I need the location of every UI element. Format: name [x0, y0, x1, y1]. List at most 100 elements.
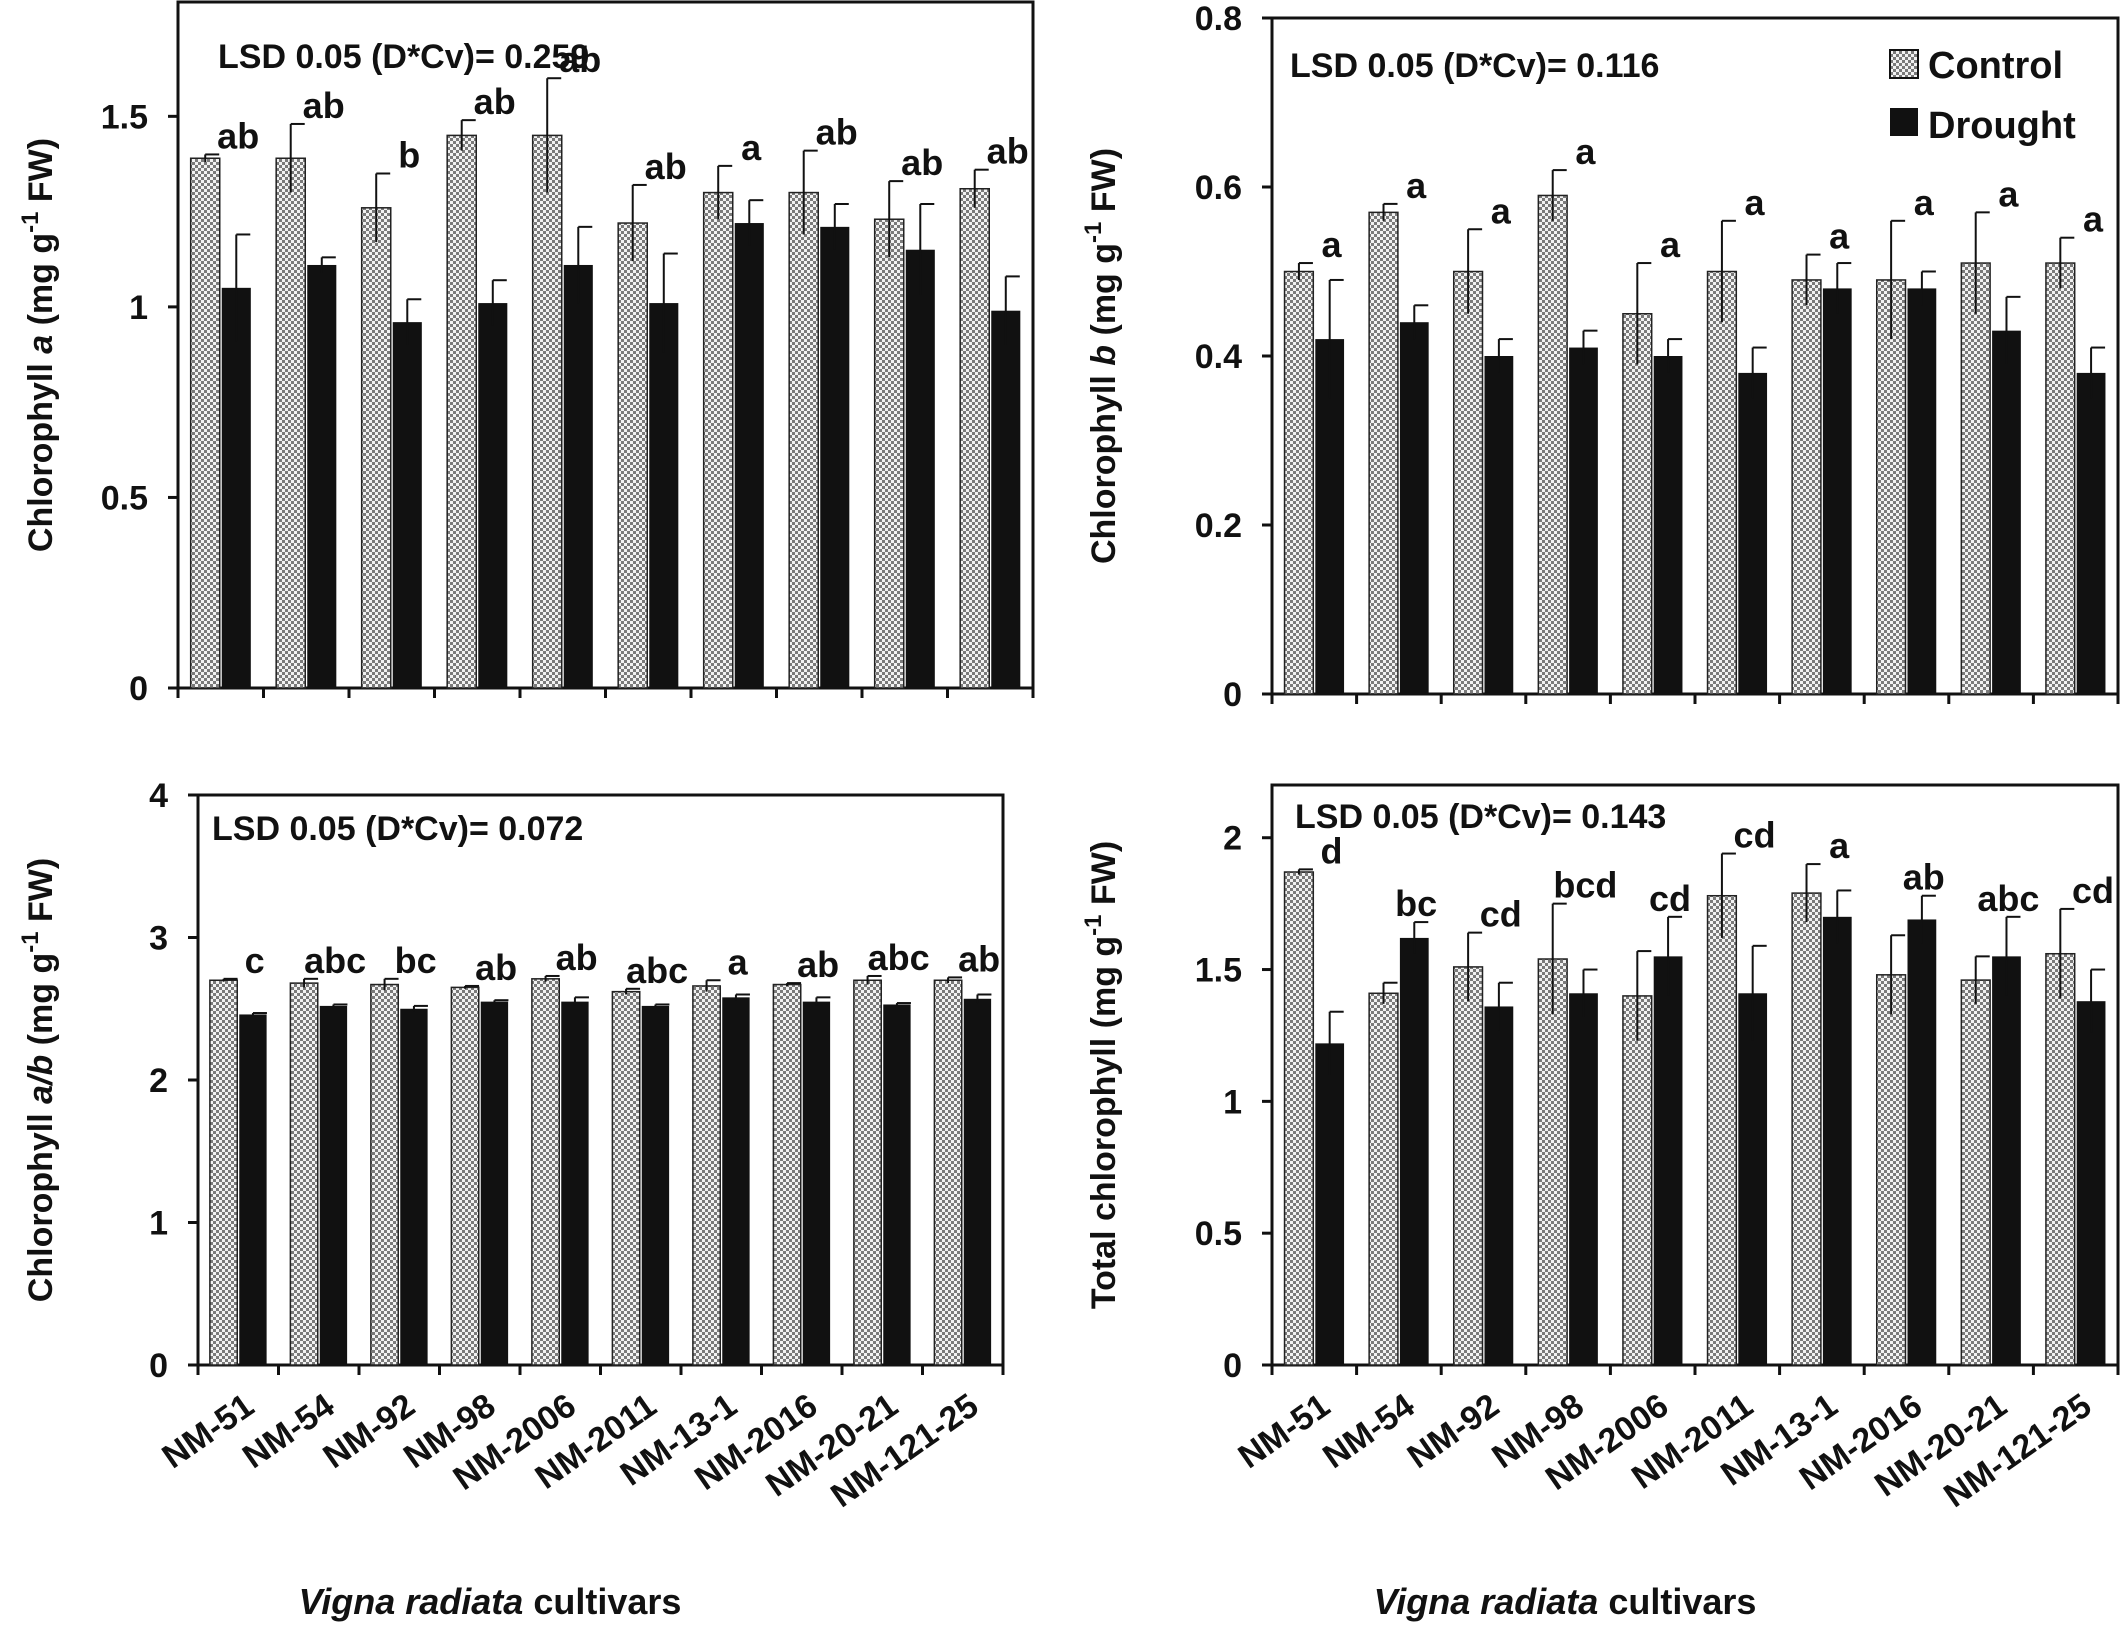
- significance-label: d: [1321, 830, 1343, 871]
- bar-drought: [1907, 919, 1937, 1365]
- x-category-label: NM-51: [155, 1386, 260, 1476]
- x-axis-title-right: Vigna radiata cultivars: [1374, 1581, 1757, 1622]
- bar-drought: [478, 303, 508, 688]
- lsd-annotation: LSD 0.05 (D*Cv)= 0.116: [1290, 47, 1659, 85]
- significance-label: a: [1998, 173, 2019, 214]
- bar-drought: [722, 997, 750, 1365]
- bar-control: [450, 986, 480, 1366]
- error-bar-drought: [654, 1003, 670, 1008]
- error-bar-drought: [1328, 1010, 1344, 1075]
- error-bar-drought: [251, 1012, 267, 1016]
- error-bar-drought: [1920, 894, 1936, 944]
- bar-drought: [1992, 956, 2021, 1365]
- significance-label: cd: [1734, 815, 1776, 856]
- bar-control: [2045, 262, 2076, 695]
- y-tick-label: 1.5: [1195, 952, 1242, 990]
- significance-label: ab: [217, 115, 259, 156]
- bar-drought: [1653, 956, 1683, 1365]
- x-category-label: NM-54: [236, 1386, 341, 1476]
- error-bar-control: [625, 987, 641, 995]
- bar-drought: [400, 1008, 428, 1365]
- legend: Control Drought: [1889, 45, 2076, 147]
- bar-control: [611, 990, 641, 1366]
- error-bar-control: [1297, 868, 1313, 875]
- error-bar-control: [204, 153, 220, 163]
- error-bar-control: [717, 164, 733, 220]
- error-bar-drought: [235, 233, 251, 342]
- legend-drought-label: Drought: [1928, 105, 2076, 147]
- significance-label: a: [2083, 199, 2104, 240]
- bar-control: [2045, 952, 2076, 1366]
- significance-label: ab: [987, 131, 1029, 172]
- chart-panel-top-right: 0 0.2 0.4 0.6 0.8 a a a a a a a a a a LSD 0.05 (D*Cv)= …: [1080, 0, 2120, 714]
- bar-drought: [1907, 288, 1937, 694]
- error-bar-drought: [748, 199, 764, 246]
- bar-control: [1283, 871, 1315, 1366]
- chart-panel-bottom-left: 01234cNM-51abcNM-54bcNM-92abNM-98abNM-20…: [17, 777, 1005, 1515]
- significance-label: abc: [1977, 878, 2039, 919]
- bar-control: [189, 157, 221, 689]
- bar-control: [1791, 279, 1822, 695]
- error-bar-drought: [1004, 275, 1020, 345]
- significance-label: ab: [559, 39, 601, 80]
- y-tick-label: 0: [1223, 1347, 1242, 1385]
- bar-drought: [1484, 1006, 1514, 1365]
- significance-label: ab: [303, 85, 345, 126]
- bar-control: [1537, 958, 1568, 1366]
- bar-drought: [641, 1005, 670, 1365]
- bar-control: [531, 978, 561, 1366]
- y-tick-label: 0: [1223, 676, 1242, 714]
- bar-control: [1283, 270, 1315, 695]
- chart-panel-bottom-right: 00.511.52 dNM-51bcNM-54cdNM-92bcdNM-98cdN…: [1080, 783, 2120, 1515]
- bar-drought: [883, 1004, 911, 1365]
- error-bar-control: [546, 77, 562, 193]
- significance-label: a: [1322, 224, 1343, 265]
- bar-drought: [820, 226, 850, 688]
- significance-label: a: [1491, 190, 1512, 231]
- error-bar-control: [1890, 934, 1906, 1015]
- error-bar-drought: [2090, 968, 2106, 1033]
- bar-drought: [1992, 330, 2021, 694]
- error-bar-control: [1890, 219, 1906, 340]
- significance-label: a: [1914, 182, 1935, 223]
- error-bar-control: [631, 183, 647, 262]
- bar-drought: [649, 303, 679, 688]
- y-axis-label: Chlorophyll b (mg g-1 FW): [1080, 148, 1123, 564]
- significance-label: bc: [1395, 883, 1437, 924]
- significance-label: abc: [626, 950, 688, 991]
- error-bar-drought: [2005, 295, 2021, 365]
- error-bar-control: [973, 168, 989, 208]
- bar-drought: [561, 1001, 589, 1365]
- bar-control: [275, 157, 306, 689]
- bar-control: [1960, 262, 1991, 695]
- significance-label: abc: [304, 940, 366, 981]
- lsd-annotation: LSD 0.05 (D*Cv)= 0.072: [212, 810, 583, 848]
- error-bar-drought: [662, 252, 678, 353]
- bar-drought: [2076, 372, 2106, 694]
- bar-drought: [1653, 356, 1683, 694]
- significance-label: cd: [1649, 878, 1691, 919]
- bar-drought: [221, 287, 251, 688]
- error-bar-control: [705, 979, 721, 992]
- error-bar-control: [1382, 202, 1398, 221]
- significance-label: a: [741, 127, 762, 168]
- error-bar-control: [464, 984, 480, 989]
- bar-drought: [480, 1001, 509, 1365]
- bar-drought: [563, 264, 593, 688]
- y-tick-label: 0.5: [101, 479, 148, 517]
- bar-control: [772, 983, 802, 1366]
- bar-control: [617, 222, 648, 689]
- y-tick-label: 1.5: [101, 98, 148, 136]
- error-bar-control: [1805, 863, 1821, 923]
- error-bar-control: [947, 976, 963, 984]
- error-bar-drought: [1328, 278, 1344, 399]
- error-bar-drought: [577, 225, 593, 304]
- significance-label: cd: [1480, 894, 1522, 935]
- error-bar-drought: [895, 1002, 911, 1006]
- significance-label: a: [1745, 182, 1766, 223]
- error-bar-drought: [320, 256, 336, 273]
- significance-label: abc: [868, 937, 930, 978]
- bar-control: [289, 982, 319, 1366]
- significance-label: bcd: [1553, 865, 1617, 906]
